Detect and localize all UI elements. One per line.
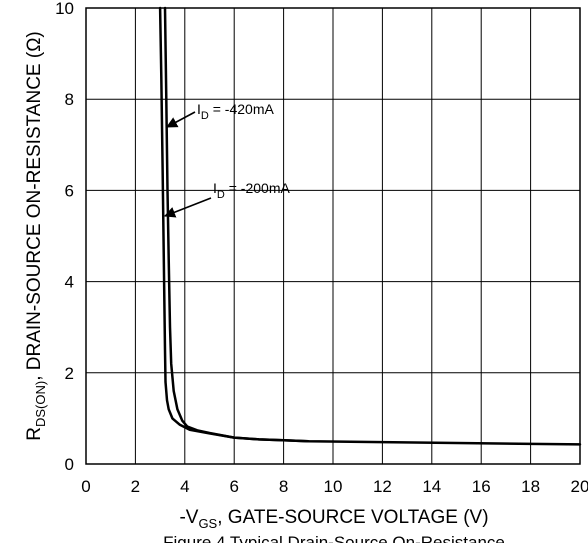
x-tick-label: 16 — [472, 477, 491, 496]
y-axis-label: RDS(ON), DRAIN-SOURCE ON-RESISTANCE (Ω) — [24, 31, 48, 441]
x-tick-label: 14 — [422, 477, 441, 496]
annotation-arrow — [166, 111, 196, 128]
annotation-arrow — [163, 197, 212, 218]
series-label: ID = -200mA — [213, 180, 290, 201]
x-tick-label: 2 — [131, 477, 140, 496]
y-tick-label: 6 — [65, 181, 74, 200]
series-line-2 — [163, 6, 310, 443]
series-annotations: ID = -420mA ID = -200mA — [163, 101, 290, 218]
y-tick-labels: 0 2 4 6 8 10 — [55, 0, 74, 474]
figure-caption: Figure 4 Typical Drain-Source On-Resista… — [163, 533, 505, 543]
x-tick-label: 18 — [521, 477, 540, 496]
y-tick-label: 0 — [65, 455, 74, 474]
y-tick-label: 8 — [65, 90, 74, 109]
x-axis-label: -VGS, GATE-SOURCE VOLTAGE (V) — [179, 507, 488, 531]
x-tick-label: 12 — [373, 477, 392, 496]
x-tick-label: 20 — [571, 477, 588, 496]
x-tick-label: 10 — [324, 477, 343, 496]
x-tick-label: 8 — [279, 477, 288, 496]
x-tick-label: 4 — [180, 477, 189, 496]
x-tick-label: 0 — [81, 477, 90, 496]
series-line-1 — [158, 6, 582, 446]
x-tick-labels: 0 2 4 6 8 10 12 14 16 18 20 — [81, 477, 588, 496]
y-tick-label: 10 — [55, 0, 74, 18]
x-tick-label: 6 — [229, 477, 238, 496]
y-tick-label: 4 — [65, 273, 74, 292]
series-label: ID = -420mA — [197, 101, 274, 122]
y-tick-label: 2 — [65, 364, 74, 383]
series-lines — [158, 6, 582, 446]
